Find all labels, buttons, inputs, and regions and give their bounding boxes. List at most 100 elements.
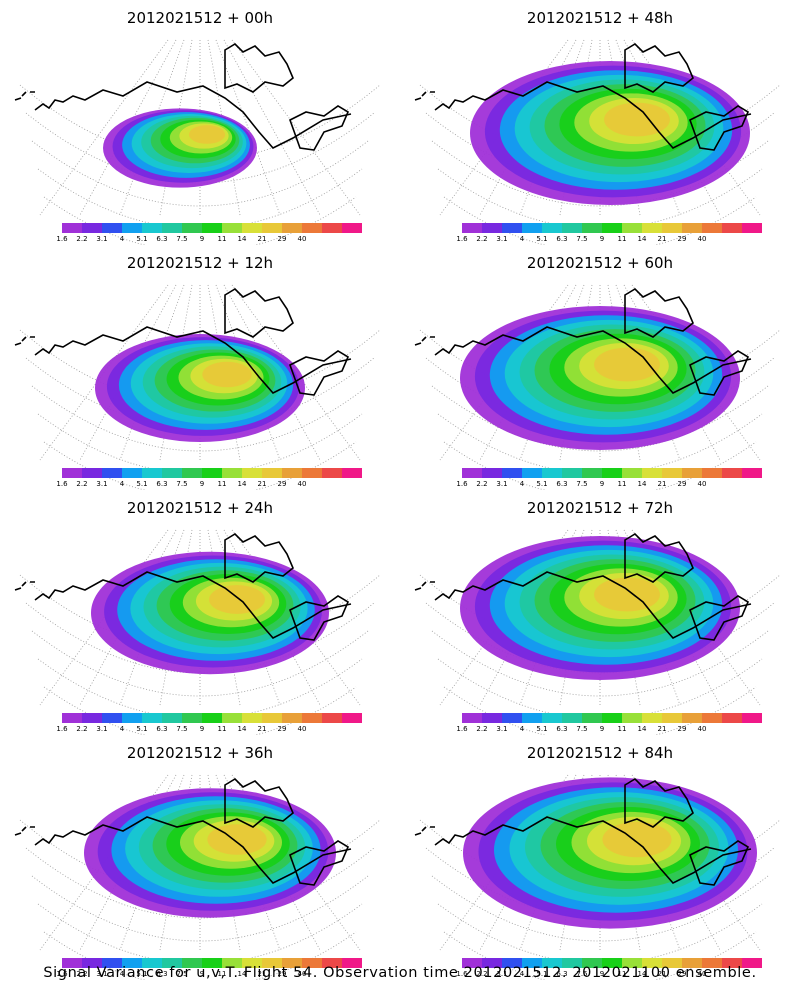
colorbar-swatch: [662, 223, 682, 233]
colorbar: [62, 958, 362, 968]
panel-title: 2012021512 + 72h: [526, 499, 674, 517]
colorbar-swatch: [282, 958, 302, 968]
colorbar-swatch: [702, 223, 722, 233]
colorbar-tick-label: 29: [277, 970, 287, 978]
colorbar-tick-label: 7.5: [576, 480, 588, 488]
colorbar-swatch: [582, 713, 602, 723]
colorbar-swatch: [62, 468, 82, 478]
colorbar-swatch: [142, 958, 162, 968]
colorbar-swatch: [702, 713, 722, 723]
colorbar-tick-label: 2.2: [76, 235, 88, 243]
coastline: [414, 777, 752, 886]
colorbar-swatch: [702, 958, 722, 968]
colorbar-tick-label: 29: [277, 480, 287, 488]
colorbar-swatch: [262, 223, 282, 233]
colorbar-swatch: [562, 958, 582, 968]
colorbar-tick-label: 5.1: [536, 480, 548, 488]
colorbar-ticks: 1.6 2.2 3.1 4 5.1 6.3 7.5 9 11 14 21 29 40: [450, 725, 770, 735]
colorbar-swatch: [102, 468, 122, 478]
colorbar-tick-label: 40: [697, 235, 707, 243]
colorbar-tick-label: 21: [657, 235, 667, 243]
colorbar-ticks: 1.6 2.2 3.1 4 5.1 6.3 7.5 9 11 14 21 29 40: [450, 970, 770, 980]
panel-title: 2012021512 + 84h: [526, 744, 674, 762]
colorbar-tick-label: 11: [617, 235, 627, 243]
variance-field: [103, 108, 257, 188]
colorbar-swatch: [502, 223, 522, 233]
colorbar-swatch: [222, 713, 242, 723]
colorbar: [462, 713, 762, 723]
colorbar-tick-label: 6.3: [156, 480, 168, 488]
colorbar-swatch: [622, 958, 642, 968]
colorbar-swatch: [142, 713, 162, 723]
colorbar-tick-label: 40: [297, 970, 307, 978]
colorbar-tick-label: 1.6: [56, 480, 68, 488]
coastline: [414, 532, 752, 641]
colorbar-swatch: [182, 223, 202, 233]
map: [14, 284, 381, 490]
colorbar-swatch: [182, 468, 202, 478]
colorbar-swatch: [542, 468, 562, 478]
panel-title: 2012021512 + 24h: [126, 499, 274, 517]
colorbar-swatch: [82, 713, 102, 723]
coastline: [14, 532, 352, 641]
colorbar-tick-label: 2.2: [476, 480, 488, 488]
colorbar-tick-label: 5.1: [136, 725, 148, 733]
colorbar-swatch: [342, 713, 362, 723]
colorbar-tick-label: 5.1: [136, 235, 148, 243]
colorbar-swatch: [302, 958, 322, 968]
colorbar-tick-label: 9: [199, 480, 205, 488]
colorbar-tick-label: 5.1: [136, 480, 148, 488]
colorbar-tick-label: 7.5: [176, 235, 188, 243]
colorbar-tick-label: 3.1: [496, 480, 508, 488]
colorbar-tick-label: 9: [599, 235, 605, 243]
colorbar-tick-label: 6.3: [556, 725, 568, 733]
colorbar-swatch: [462, 223, 482, 233]
colorbar-tick-label: 21: [257, 235, 267, 243]
colorbar-tick-label: 11: [217, 235, 227, 243]
colorbar-tick-label: 40: [697, 480, 707, 488]
colorbar-swatch: [262, 468, 282, 478]
colorbar-swatch: [82, 958, 102, 968]
colorbar-tick-label: 6.3: [156, 725, 168, 733]
colorbar-swatch: [482, 223, 502, 233]
colorbar-tick-label: 5.1: [536, 970, 548, 978]
colorbar-swatch: [242, 958, 262, 968]
colorbar-tick-label: 4: [119, 970, 125, 978]
colorbar-tick-label: 4: [519, 235, 525, 243]
colorbar-swatch: [662, 713, 682, 723]
colorbar-tick-label: 1.6: [56, 725, 68, 733]
panel-title: 2012021512 + 48h: [526, 9, 674, 27]
colorbar: [462, 468, 762, 478]
map: [14, 774, 381, 980]
colorbar-swatch: [582, 468, 602, 478]
colorbar-swatch: [262, 713, 282, 723]
colorbar-swatch: [562, 223, 582, 233]
colorbar-swatch: [62, 223, 82, 233]
colorbar-swatch: [482, 468, 502, 478]
panel-60h: 2012021512 + 60h 1.6 2.2 3.1 4 5.1 6.3 7.5 9 11 1…: [400, 245, 800, 490]
colorbar-swatch: [462, 958, 482, 968]
colorbar-tick-label: 29: [277, 235, 287, 243]
colorbar-swatch: [682, 713, 702, 723]
colorbar-swatch: [602, 958, 622, 968]
colorbar-tick-label: 40: [697, 725, 707, 733]
colorbar-tick-label: 3.1: [496, 235, 508, 243]
colorbar-swatch: [122, 468, 142, 478]
colorbar-swatch: [342, 468, 362, 478]
colorbar-tick-label: 1.6: [456, 970, 468, 978]
variance-field: [84, 788, 336, 918]
panel-00h: 2012021512 + 00h 1.6 2.2 3.1 4 5.1 6.3 7.5 9 11 1…: [0, 0, 400, 245]
colorbar-tick-label: 7.5: [176, 970, 188, 978]
colorbar-swatch: [302, 223, 322, 233]
variance-field: [95, 334, 305, 442]
colorbar-tick-label: 3.1: [496, 970, 508, 978]
colorbar-swatch: [342, 958, 362, 968]
colorbar-swatch: [642, 713, 662, 723]
colorbar-swatch: [242, 223, 262, 233]
colorbar-tick-label: 21: [257, 480, 267, 488]
variance-field: [91, 551, 329, 675]
colorbar-tick-label: 3.1: [96, 970, 108, 978]
colorbar-swatch: [622, 468, 642, 478]
colorbar-tick-label: 14: [237, 970, 247, 978]
colorbar-swatch: [522, 223, 542, 233]
